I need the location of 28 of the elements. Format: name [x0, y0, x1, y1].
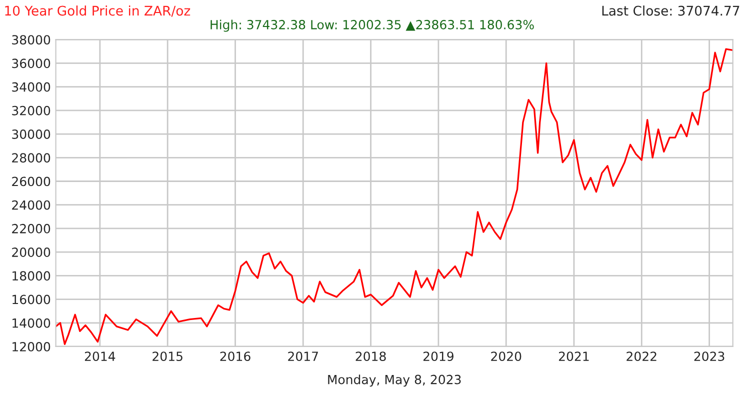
chart-subtitle: High: 37432.38 Low: 12002.35 ▲23863.51 180.63%: [210, 20, 534, 32]
y-tick-label: 14000: [12, 318, 50, 328]
x-tick-label: 2014: [84, 352, 116, 362]
y-tick-label: 36000: [12, 58, 50, 68]
y-tick-label: 18000: [12, 271, 50, 281]
x-tick-label: 2016: [220, 352, 250, 362]
x-tick-label: 2021: [558, 352, 589, 362]
y-tick-label: 22000: [12, 224, 50, 234]
x-tick-label: 2022: [626, 352, 656, 362]
y-tick-label: 16000: [12, 294, 50, 304]
x-tick-label: 2020: [491, 352, 522, 362]
y-tick-label: 20000: [12, 248, 50, 257]
y-tick-label: 12000: [12, 342, 50, 352]
y-tick-label: 24000: [12, 200, 50, 210]
y-tick-label: 26000: [12, 176, 50, 186]
y-tick-label: 28000: [12, 153, 50, 163]
y-tick-label: 30000: [12, 130, 50, 139]
x-tick-label: 2017: [288, 352, 318, 362]
chart-title: 10 Year Gold Price in ZAR/oz: [5, 5, 190, 17]
y-tick-label: 32000: [12, 106, 50, 116]
text: Last Close: 37074.77: [602, 5, 740, 16]
y-tick-label: 38000: [12, 35, 50, 45]
x-tick-label: 2018: [356, 352, 386, 362]
x-tick-label: 2023: [694, 352, 724, 362]
x-tick-label: 2015: [152, 352, 182, 362]
y-tick-label: 34000: [12, 82, 50, 92]
x-axis-title: Monday, May 8, 2023: [328, 374, 461, 387]
x-tick-label: 2019: [423, 352, 454, 362]
